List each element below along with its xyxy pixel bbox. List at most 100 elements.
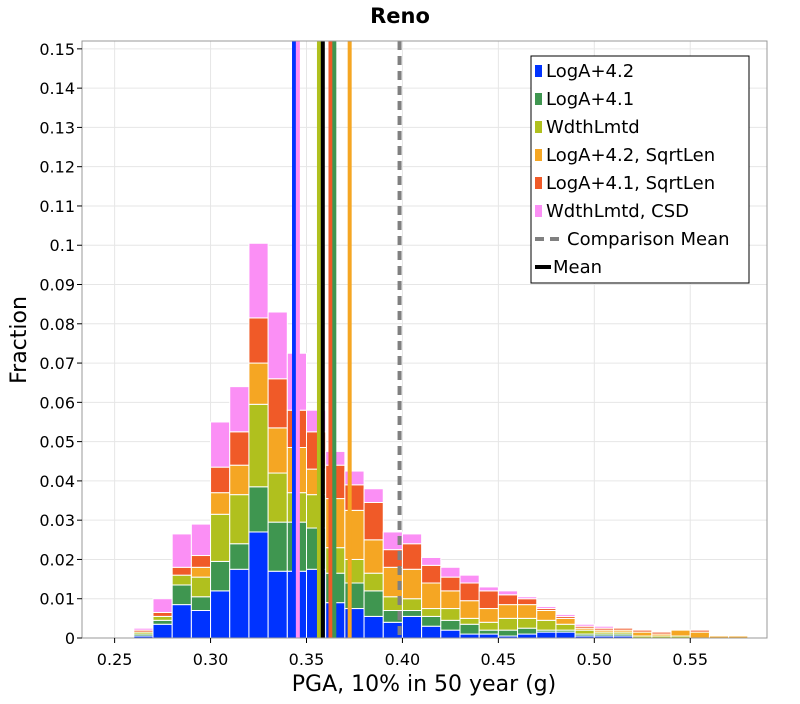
bar-segment [440, 608, 461, 621]
legend-label: LogA+4.1, SqrtLen [546, 173, 715, 194]
legend-label: WdthLmtd [546, 117, 640, 138]
bar-segment [248, 242, 269, 319]
legend-label: LogA+4.2 [546, 61, 634, 82]
legend: LogA+4.2 LogA+4.1 WdthLmtd LogA+4.2, SqrtLe… [530, 55, 750, 284]
bar-segment [421, 625, 442, 639]
legend-swatch [535, 177, 542, 189]
bar-segment [440, 590, 461, 610]
y-tick-label: 0.06 [39, 393, 75, 412]
bar-segment [210, 560, 231, 592]
bar-segment [440, 566, 461, 578]
y-tick-label: 0.08 [39, 315, 75, 334]
y-axis-title: Fraction [7, 296, 32, 384]
bar-segment [459, 582, 480, 602]
bar-segment [517, 627, 538, 635]
bar-segment [555, 631, 576, 639]
mean-lines [292, 41, 402, 638]
x-tick-label: 0.45 [481, 650, 517, 669]
bar-segment [229, 568, 250, 639]
legend-label: WdthLmtd, CSD [546, 201, 689, 222]
legend-label: LogA+4.2, SqrtLen [546, 145, 715, 166]
legend-label: Mean [553, 257, 602, 278]
legend-items: LogA+4.2 LogA+4.1 WdthLmtd LogA+4.2, SqrtLe… [535, 61, 730, 278]
bar-segment [267, 378, 288, 429]
x-tick-label: 0.40 [385, 650, 421, 669]
legend-label: LogA+4.1 [546, 89, 634, 110]
y-tick-label: 0.13 [39, 118, 75, 137]
bar-segment [401, 568, 423, 600]
bar-segment [267, 521, 288, 572]
bar-segment [363, 501, 384, 541]
y-tick-label: 0.14 [39, 79, 75, 98]
bar-segment [459, 623, 480, 635]
y-tick-label: 0.09 [39, 276, 75, 295]
bar-segment [401, 543, 423, 570]
bar-segment [171, 533, 192, 568]
bar-segment [574, 629, 595, 635]
bar-segment [190, 566, 212, 578]
bar-segment [190, 610, 212, 639]
bar-segment [171, 566, 192, 576]
bar-segment [267, 311, 288, 380]
bar-segment [363, 572, 384, 592]
bar-segment [229, 543, 250, 570]
plot-frame [81, 40, 768, 639]
bar-segment [267, 570, 288, 639]
bar-segment [440, 576, 461, 592]
bar-segment [440, 629, 461, 639]
bar-segment [421, 582, 442, 610]
y-tick-label: 0 [65, 629, 75, 648]
bar-segment [459, 574, 480, 584]
bars [133, 242, 749, 639]
bar-segment [497, 629, 519, 637]
bar-segment [152, 615, 173, 621]
bar-segment [248, 317, 269, 364]
bar-segment [593, 625, 614, 629]
x-axis-title: PGA, 10% in 50 year (g) [292, 672, 556, 697]
bar-segment [478, 608, 499, 623]
bar-segment [401, 610, 423, 617]
bar-segment [401, 598, 423, 612]
chart-title: Reno [370, 4, 430, 28]
x-tick-label: 0.30 [193, 650, 229, 669]
bar-segment [190, 523, 212, 557]
bar-segment [363, 539, 384, 574]
bar-segment [210, 513, 231, 562]
bar-segment [363, 615, 384, 639]
y-tick-label: 0.03 [39, 511, 75, 530]
legend-swatch [535, 121, 542, 133]
legend-box [530, 55, 750, 284]
bar-segment [536, 631, 557, 639]
bar-segment [210, 492, 231, 515]
bar-segment [536, 606, 557, 610]
legend-swatch [535, 149, 542, 161]
bar-segment [229, 464, 250, 496]
bar-segment [229, 494, 250, 545]
bar-segment [229, 431, 250, 466]
bar-segment [248, 403, 269, 488]
y-tick-label: 0.04 [39, 472, 75, 491]
bar-segment [421, 615, 442, 627]
y-tick-label: 0.15 [39, 40, 75, 59]
bar-segment [401, 533, 423, 545]
bar-segment [536, 619, 557, 631]
bar-segment [478, 590, 499, 610]
bar-segment [689, 631, 710, 639]
bar-segment [517, 617, 538, 629]
bar-segment [421, 556, 442, 566]
bar-segment [478, 633, 499, 639]
bar-segment [574, 623, 595, 627]
bar-segment [459, 617, 480, 625]
bar-segment [478, 629, 499, 635]
bar-segment [190, 576, 212, 598]
bar-segment [421, 564, 442, 584]
bar-segment [517, 596, 538, 600]
bar-segment [210, 590, 231, 639]
x-tick-label: 0.50 [576, 650, 612, 669]
y-tick-label: 0.05 [39, 433, 75, 452]
y-tick-label: 0.1 [50, 236, 75, 255]
bar-segment [478, 621, 499, 631]
x-tick-label: 0.55 [672, 650, 708, 669]
bar-segment [152, 623, 173, 639]
